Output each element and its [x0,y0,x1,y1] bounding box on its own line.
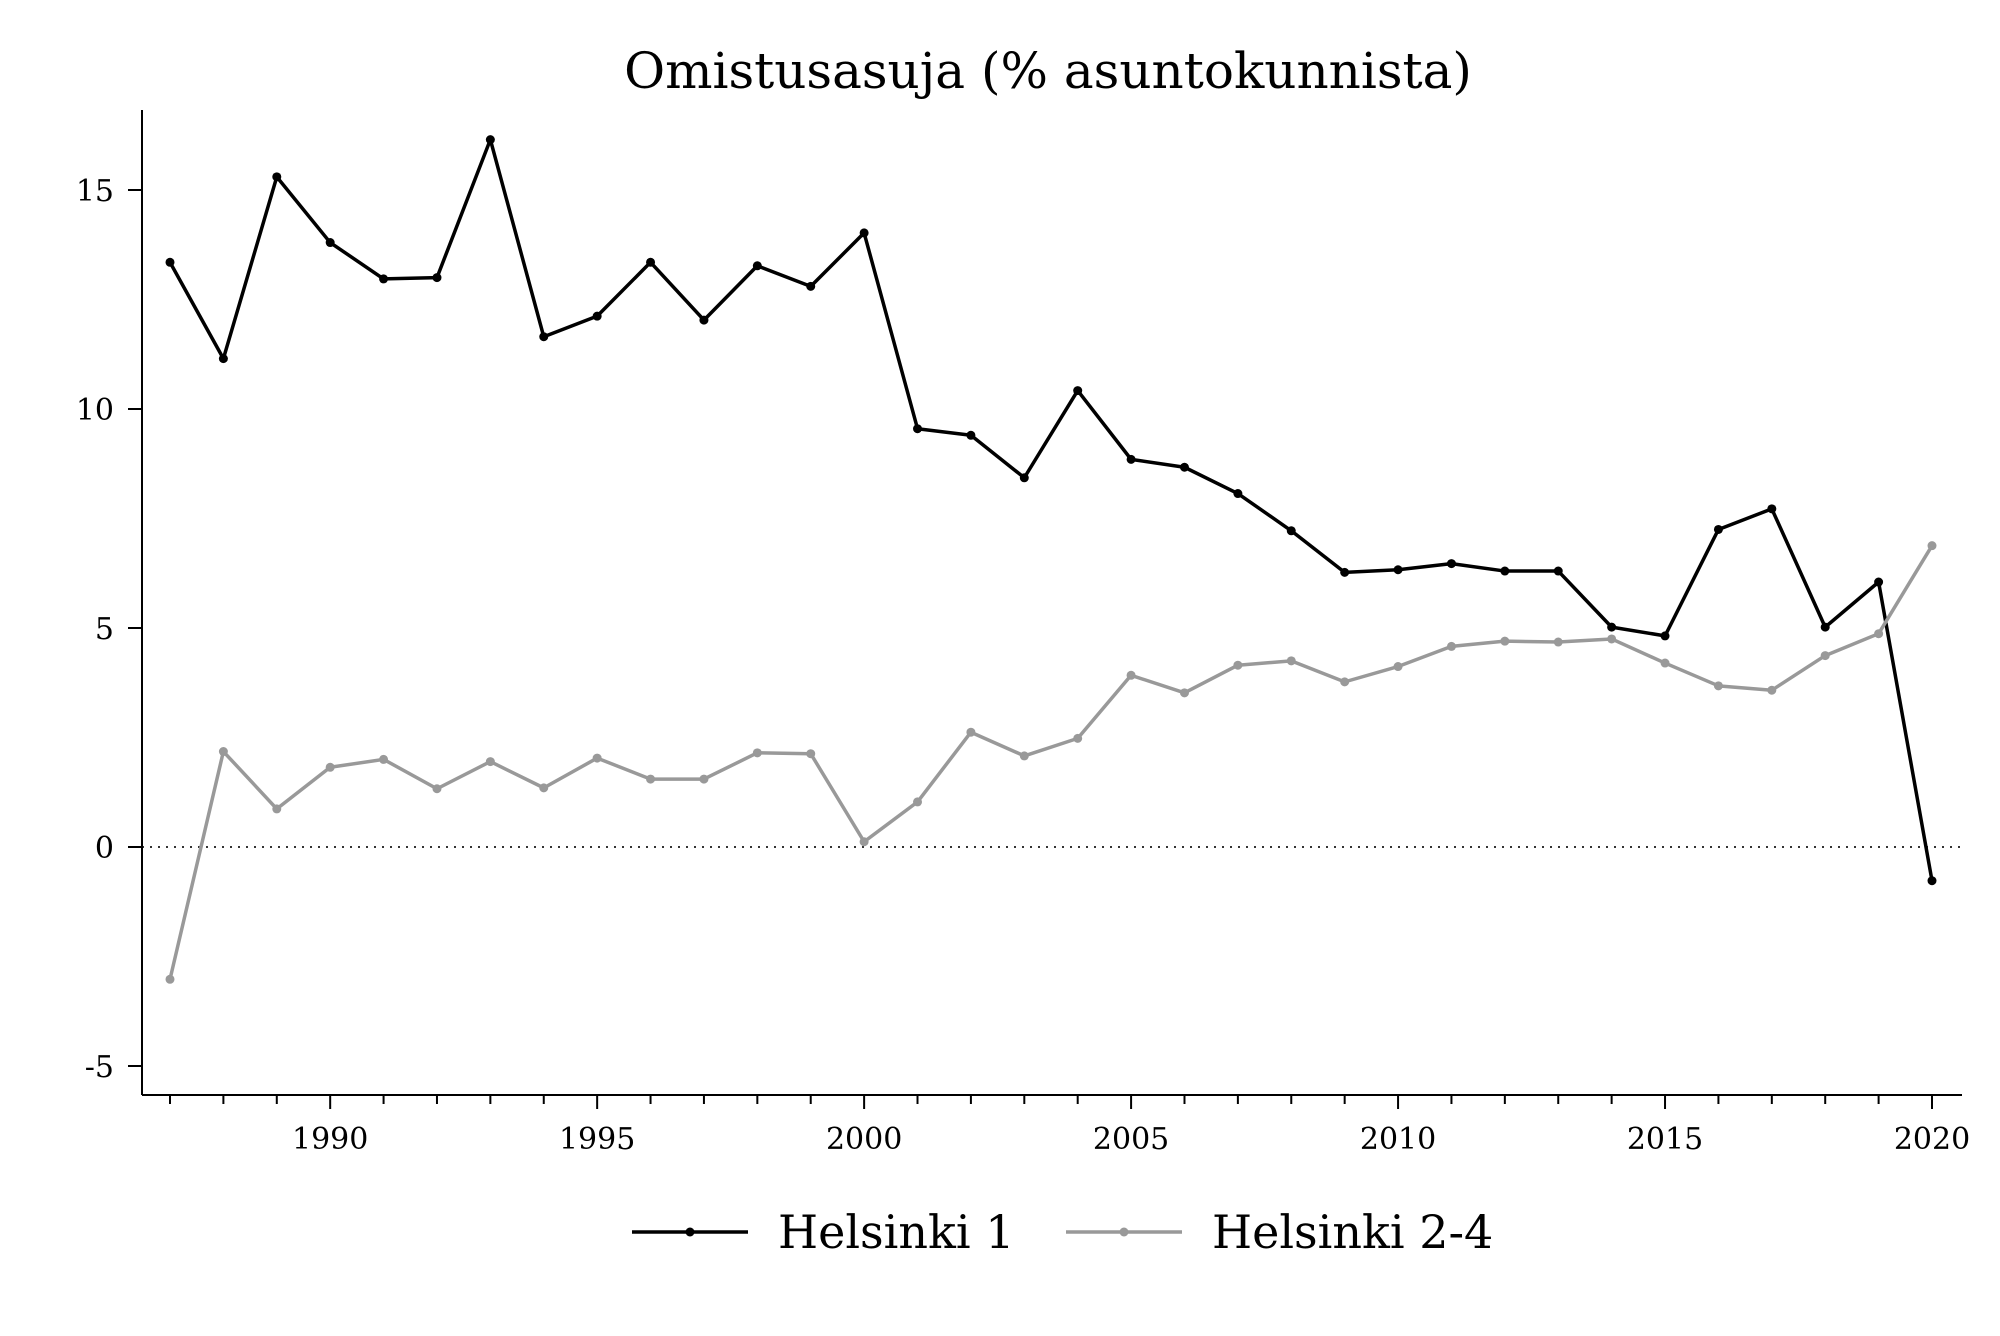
data-point [1393,662,1403,672]
x-tick-label: 1990 [292,1122,368,1157]
data-point [1393,565,1403,575]
data-point [966,430,976,440]
legend-marker [685,1227,695,1237]
data-point [1446,559,1456,569]
y-tick-label: -5 [85,1050,114,1085]
data-point [1179,462,1189,472]
data-point [592,753,602,763]
data-point [1874,577,1884,587]
x-tick-label: 2000 [826,1122,902,1157]
data-point [218,747,228,757]
data-point [913,424,923,434]
data-point [1927,876,1937,886]
y-tick-label: 10 [76,393,114,428]
data-point [485,135,495,145]
data-point [432,784,442,794]
data-point [1607,634,1617,644]
legend: Helsinki 1 Helsinki 2-4 [632,1205,1493,1259]
data-point [592,311,602,321]
data-point [646,774,656,784]
chart-title: Omistusasuja (% asuntokunnista) [624,42,1472,100]
data-point [1607,622,1617,632]
data-point [1553,637,1563,647]
data-point [646,257,656,267]
data-point [806,281,816,291]
data-point [1820,622,1830,632]
data-point [432,273,442,283]
data-point [1927,541,1937,551]
data-point [1713,681,1723,691]
data-point [379,274,389,284]
data-point [539,332,549,342]
data-point [325,762,335,772]
data-point [1126,454,1136,464]
series-line [168,137,1934,882]
data-point [699,315,709,325]
data-point [752,748,762,758]
data-point [1233,489,1243,499]
series-1 [165,135,1937,886]
data-point [1073,733,1083,743]
data-point [1446,641,1456,651]
legend-marker [1119,1227,1129,1237]
data-point [485,757,495,767]
data-point [218,354,228,364]
data-point [966,727,976,737]
data-point [1233,660,1243,670]
x-tick-label: 2005 [1093,1122,1169,1157]
data-point [1767,504,1777,514]
data-point [1713,524,1723,534]
data-point [1660,658,1670,668]
data-point [1820,651,1830,661]
data-point [1874,629,1884,639]
data-point [272,172,282,182]
data-point [1500,566,1510,576]
data-point [1500,636,1510,646]
data-point [539,783,549,793]
series-line [168,544,1934,980]
y-tick-label: 5 [95,612,114,647]
data-point [165,257,175,267]
data-point [1179,688,1189,698]
data-point [272,804,282,814]
axes: -5 0 5 10 15 1990 1995 2000 2005 2010 2015 2020 [76,110,1970,1157]
data-point [165,974,175,984]
x-tick-label: 1995 [559,1122,635,1157]
data-point [1767,685,1777,695]
y-tick-label: 0 [95,831,114,866]
data-point [1286,526,1296,536]
data-point [806,749,816,759]
data-point [913,797,923,807]
data-point [859,228,869,238]
data-point [1073,386,1083,396]
data-point [859,837,869,847]
x-tick-label: 2015 [1627,1122,1703,1157]
data-point [1340,677,1350,687]
x-tick-label: 2010 [1360,1122,1436,1157]
data-point [1340,567,1350,577]
legend-label: Helsinki 2-4 [1212,1205,1493,1259]
data-point [752,261,762,271]
data-point [1019,751,1029,761]
data-point [1286,656,1296,666]
data-point [1660,631,1670,641]
series-2 [165,541,1937,984]
x-tick-label: 2020 [1894,1122,1970,1157]
y-tick-label: 15 [76,174,114,209]
legend-label: Helsinki 1 [778,1205,1014,1259]
data-point [1019,473,1029,483]
series-layer [165,135,1937,984]
data-point [699,774,709,784]
data-point [379,754,389,764]
legend-item: Helsinki 1 [632,1205,1014,1259]
data-point [325,238,335,248]
data-point [1126,670,1136,680]
data-point [1553,566,1563,576]
legend-item: Helsinki 2-4 [1066,1205,1493,1259]
